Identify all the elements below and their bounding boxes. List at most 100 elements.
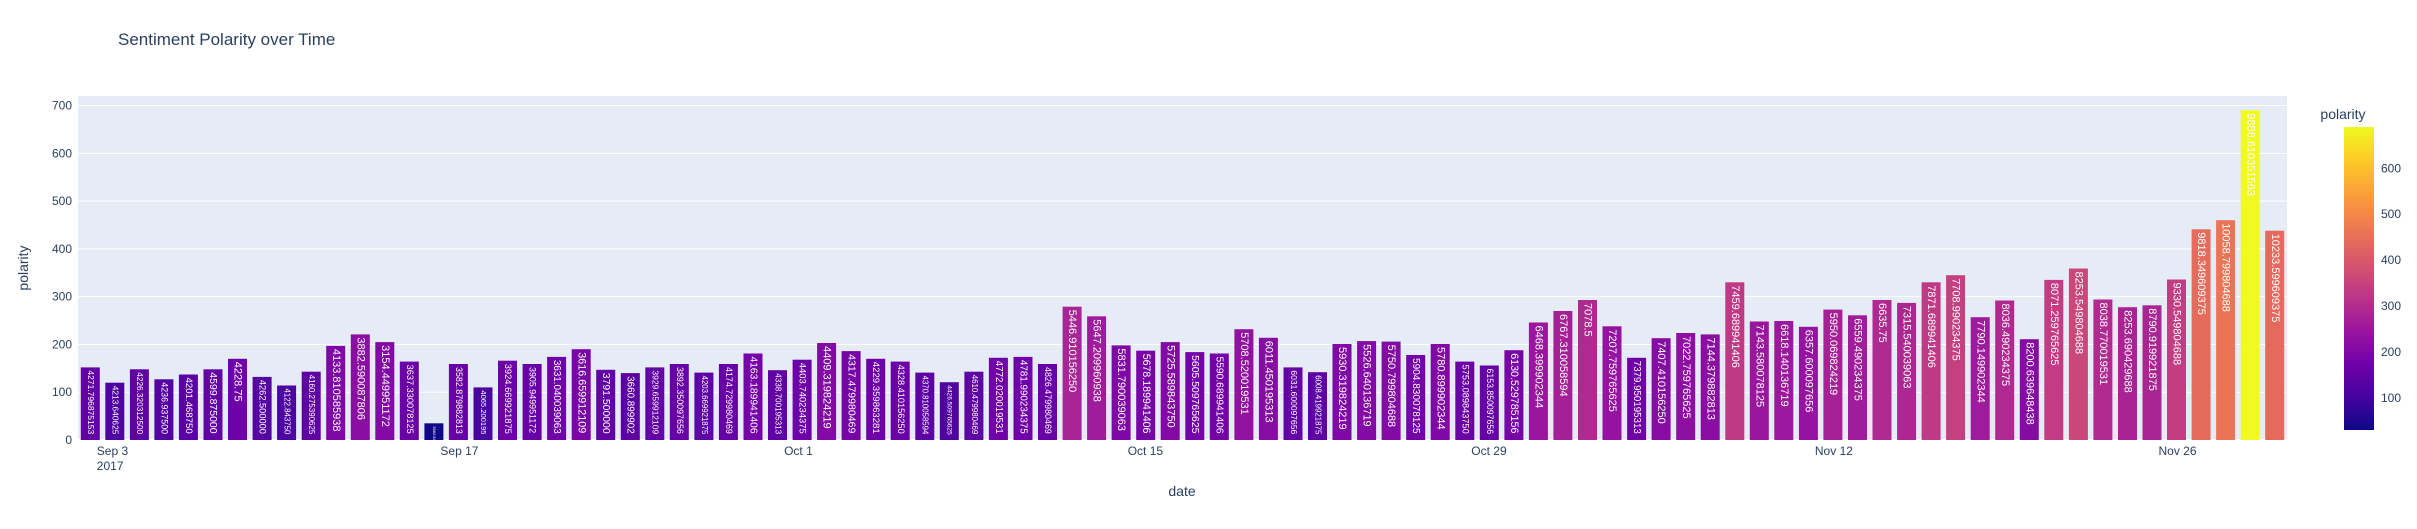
bar (1848, 315, 1867, 440)
bar-value-label: 7207.759765625 (1606, 329, 1618, 412)
bar (1774, 321, 1794, 440)
bar (964, 371, 984, 440)
y-tick-label: 300 (52, 290, 72, 304)
bar (1455, 361, 1475, 440)
bar-value-label: 6618.140136719 (1778, 324, 1790, 407)
bar (1823, 309, 1843, 440)
bar-value-label: 3637.330078125 (405, 365, 415, 434)
bar (1308, 372, 1327, 440)
bar (1283, 367, 1303, 440)
bar-value-label: 6011.450195313 (1262, 341, 1274, 423)
x-tick-label: Sep 3 (97, 444, 129, 458)
bar-value-label: 4826.479980469 (1043, 367, 1053, 434)
x-tick-label: Sep 17 (440, 444, 478, 458)
bar-value-label: 7708.990234375 (1950, 278, 1962, 361)
bar (890, 361, 910, 440)
bar (1995, 300, 2015, 440)
x-tick-label: Nov 12 (1815, 444, 1853, 458)
bar (1602, 326, 1622, 440)
y-tick-label: 100 (52, 385, 72, 399)
bar (645, 367, 665, 440)
bar (2191, 229, 2211, 440)
bar (1700, 334, 1720, 440)
x-tick-label: Oct 1 (784, 444, 813, 458)
chart-title: Sentiment Polarity over Time (118, 30, 335, 49)
bar (522, 364, 542, 440)
bar-value-label: 5753.089843750 (1460, 365, 1470, 434)
x-tick-label: Oct 29 (1471, 444, 1507, 458)
bar (399, 361, 419, 440)
bar (1013, 356, 1033, 440)
bar (1406, 355, 1426, 440)
bar (1381, 341, 1401, 440)
bar-value-label: 7379.950195313 (1631, 361, 1642, 434)
bar (1897, 302, 1917, 440)
bar-value-label: 3660.899902 (625, 376, 636, 434)
y-tick-label: 700 (52, 99, 72, 113)
bar-value-label: 4228.75 (232, 362, 244, 402)
bar-value-label: 10233.599609375 (2269, 234, 2281, 323)
bar-value-label: 3582.879882813 (454, 367, 464, 434)
bar-value-label: 5930.319824219 (1336, 347, 1348, 430)
bar-value-label: 5605.509765625 (1189, 355, 1200, 434)
bar (2019, 339, 2039, 440)
x-tick-label: Nov 26 (2159, 444, 2197, 458)
bar (326, 345, 346, 440)
y-tick-label: 400 (52, 242, 72, 256)
colorbar-ticks: 100 200 300 400 500 600 (2381, 161, 2401, 405)
bar (1111, 345, 1131, 440)
bar (2093, 299, 2113, 440)
bar-value-label: 6559.490234375 (1852, 318, 1864, 401)
bar (1234, 329, 1254, 440)
bar-value-label: 3892.350097656 (675, 367, 685, 434)
bar (448, 364, 468, 440)
bar (988, 357, 1008, 440)
colorbar-tick-label: 300 (2381, 299, 2401, 313)
bar-value-label: 8253.690429688 (2122, 310, 2134, 393)
bar (2240, 110, 2260, 441)
bar (2216, 220, 2236, 440)
bar (301, 371, 321, 440)
bar (1676, 333, 1696, 440)
bar-value-label: 8790.919921875 (2146, 308, 2158, 391)
bar-value-label: 8253.549804688 (2072, 272, 2084, 355)
bar-value-label: 5526.640136719 (1361, 344, 1373, 427)
bar (473, 387, 493, 440)
bar (1872, 300, 1892, 440)
bar-value-label: 3905.949951172 (528, 367, 538, 433)
bar (498, 360, 517, 440)
bar-value-label: 4203.669921875 (700, 376, 709, 435)
bar-value-label: 6357.600097656 (1802, 330, 1814, 413)
bar-value-label: 4338.700195313 (773, 373, 782, 434)
bar (743, 353, 763, 440)
bar-value-label: 7407.410156250 (1655, 341, 1667, 424)
bar-value-label: 7459.689941406 (1729, 285, 1741, 368)
bar-value-label: 4426.509765625 (946, 385, 953, 435)
bar-value-label: 4370.810058594 (921, 376, 930, 435)
bar-value-label: 6008.419921875 (1313, 375, 1322, 435)
bar (1921, 282, 1941, 440)
bar-value-label: 7315.540039063 (1901, 306, 1913, 389)
bar-value-label: 4213.640625 (111, 386, 121, 435)
bar (718, 364, 738, 440)
bar-value-label: 8038.770019531 (2097, 303, 2109, 386)
bar-value-label: 4610.479980469 (970, 375, 979, 435)
bar (2068, 268, 2088, 440)
bar-value-label: 4133.810585938 (330, 349, 342, 432)
bar-value-label: 7078.5 (1582, 303, 1594, 337)
bar-value-label: 4409.319824219 (821, 346, 833, 429)
bar (203, 369, 223, 440)
bar (1062, 306, 1082, 440)
bar-value-label: 8036.490234375 (1999, 304, 2011, 387)
bar-value-label: 9818.349609375 (2195, 232, 2207, 315)
colorbar-tick-label: 400 (2381, 253, 2401, 267)
bar-value-label: 4160.275390625 (307, 375, 316, 435)
bar-value-label: 4229.359863281 (870, 362, 881, 434)
bar (571, 349, 591, 440)
bar-value-label: 6130.529785156 (1508, 353, 1520, 433)
bar (2118, 307, 2137, 440)
bar (80, 367, 100, 440)
y-tick-label: 600 (52, 146, 72, 160)
bar-value-label: 9330.549804688 (2171, 283, 2183, 366)
